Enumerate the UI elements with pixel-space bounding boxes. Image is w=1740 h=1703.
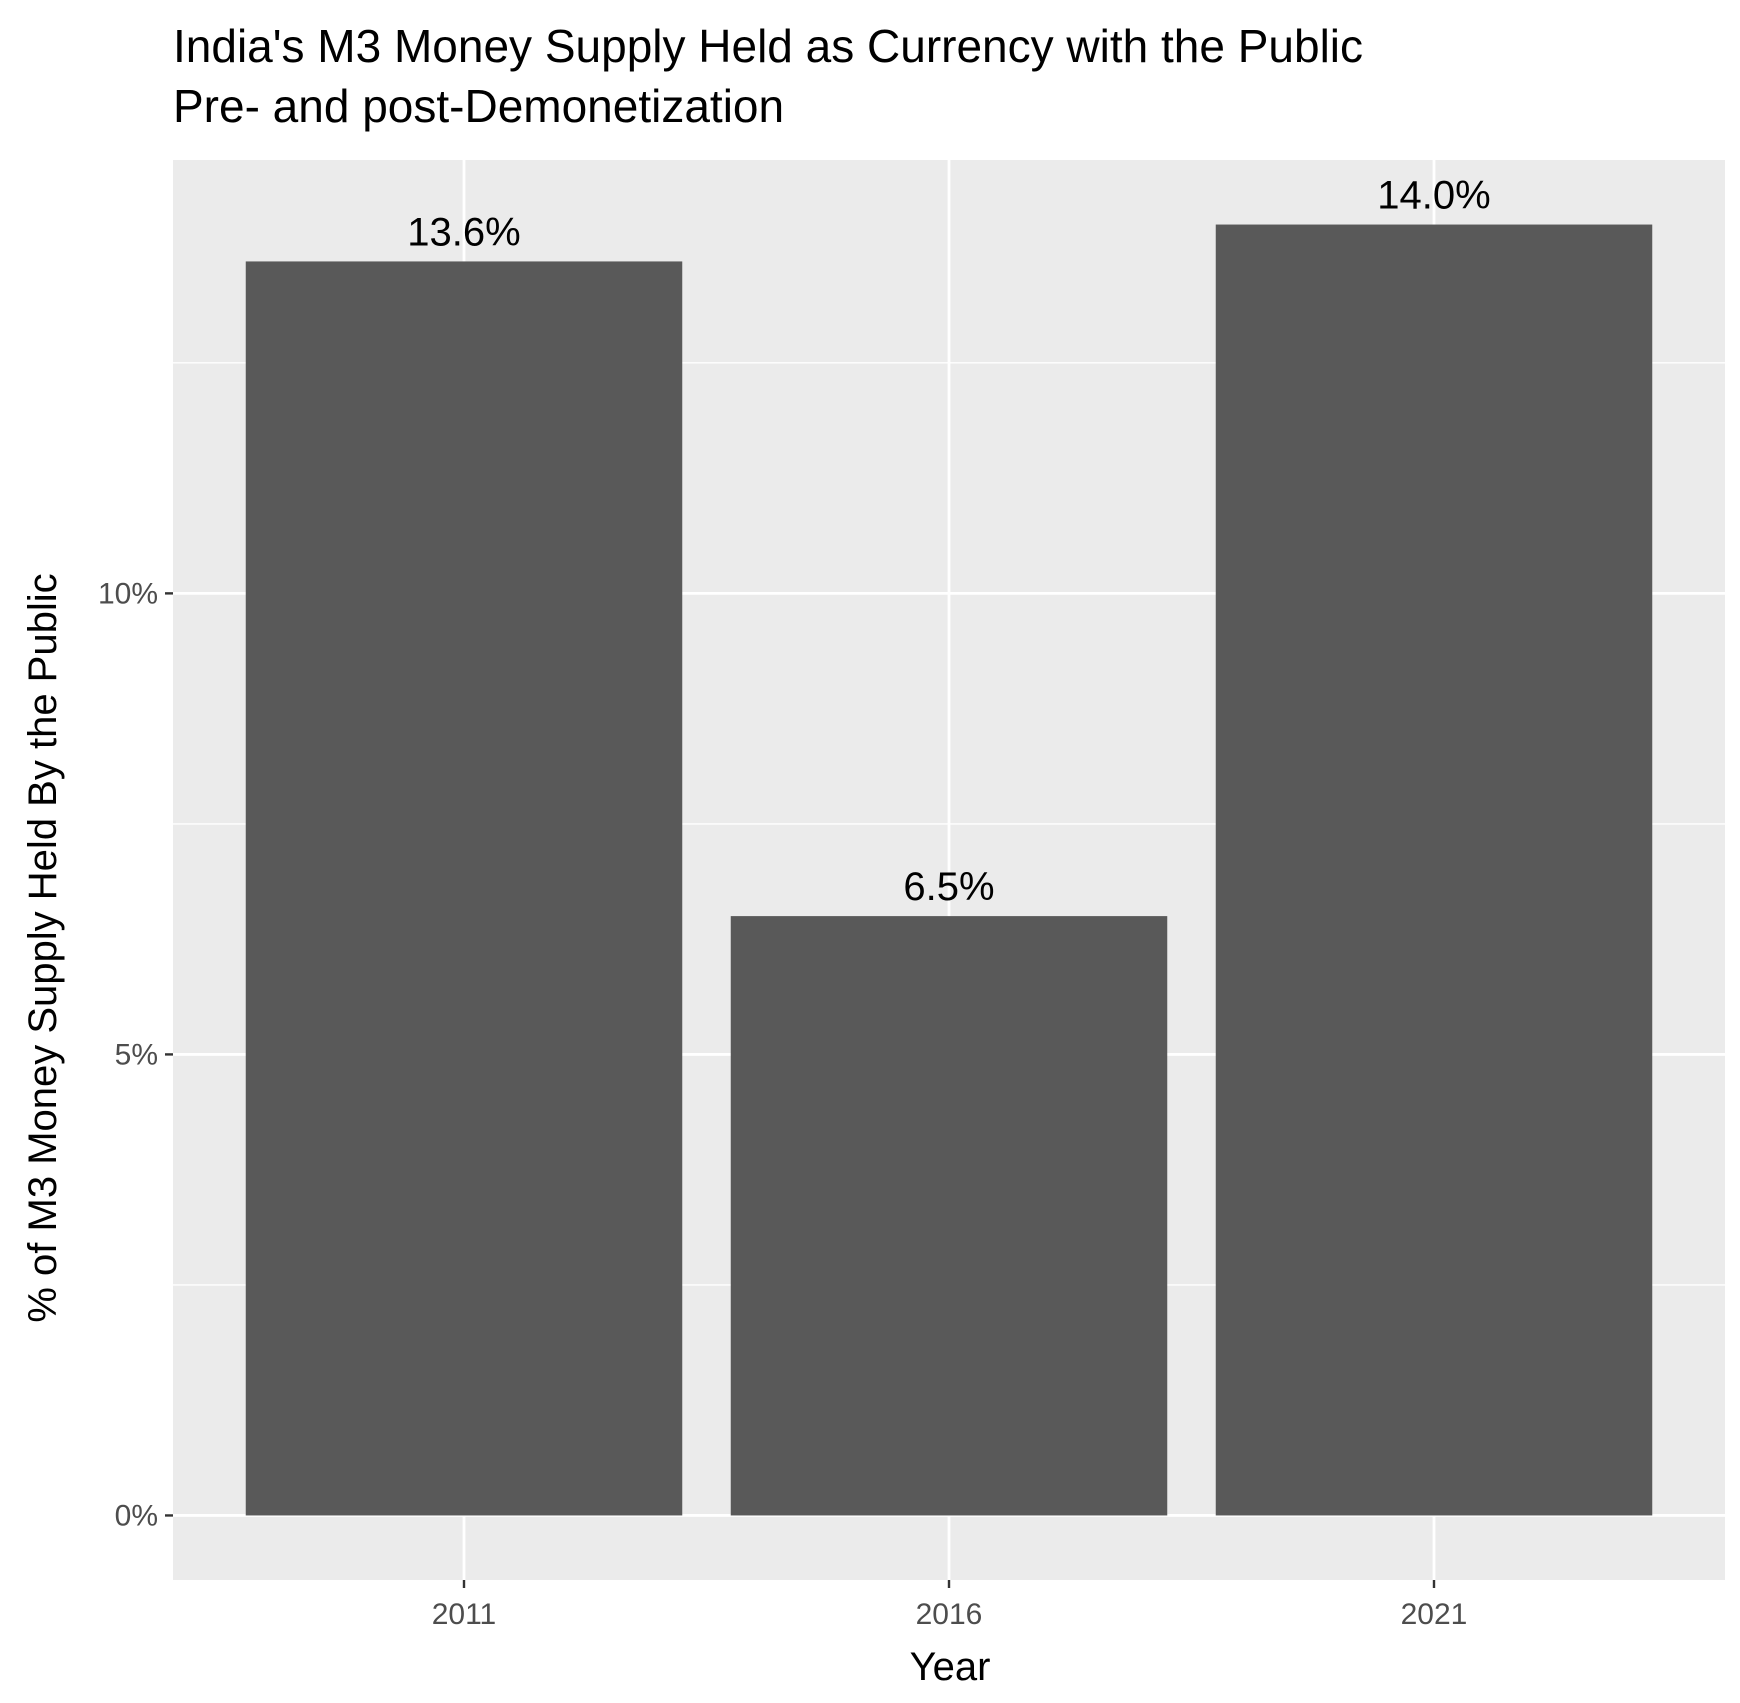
data-label: 13.6% (407, 210, 520, 254)
y-tick-label: 10% (98, 577, 158, 610)
x-axis-title: Year (910, 1645, 991, 1689)
chart-title: India's M3 Money Supply Held as Currency… (173, 20, 1363, 72)
data-label: 14.0% (1377, 174, 1490, 218)
data-label: 6.5% (903, 865, 994, 909)
x-axis: 2011 2016 2021 (432, 1580, 1468, 1631)
y-tick-label: 5% (115, 1038, 158, 1071)
y-axis-title: % of M3 Money Supply Held By the Public (21, 573, 65, 1322)
x-tick-label: 2016 (916, 1598, 983, 1631)
x-tick-label: 2011 (432, 1598, 497, 1631)
y-axis: 0% 5% 10% (98, 577, 173, 1532)
bar (245, 261, 683, 1516)
y-tick-label: 0% (115, 1499, 158, 1532)
bar (730, 916, 1168, 1516)
bar (1215, 224, 1653, 1516)
chart-subtitle: Pre- and post-Demonetization (173, 80, 784, 132)
x-tick-label: 2021 (1401, 1598, 1468, 1631)
data-labels: 13.6% 6.5% 14.0% (407, 174, 1490, 910)
bars (245, 224, 1653, 1516)
